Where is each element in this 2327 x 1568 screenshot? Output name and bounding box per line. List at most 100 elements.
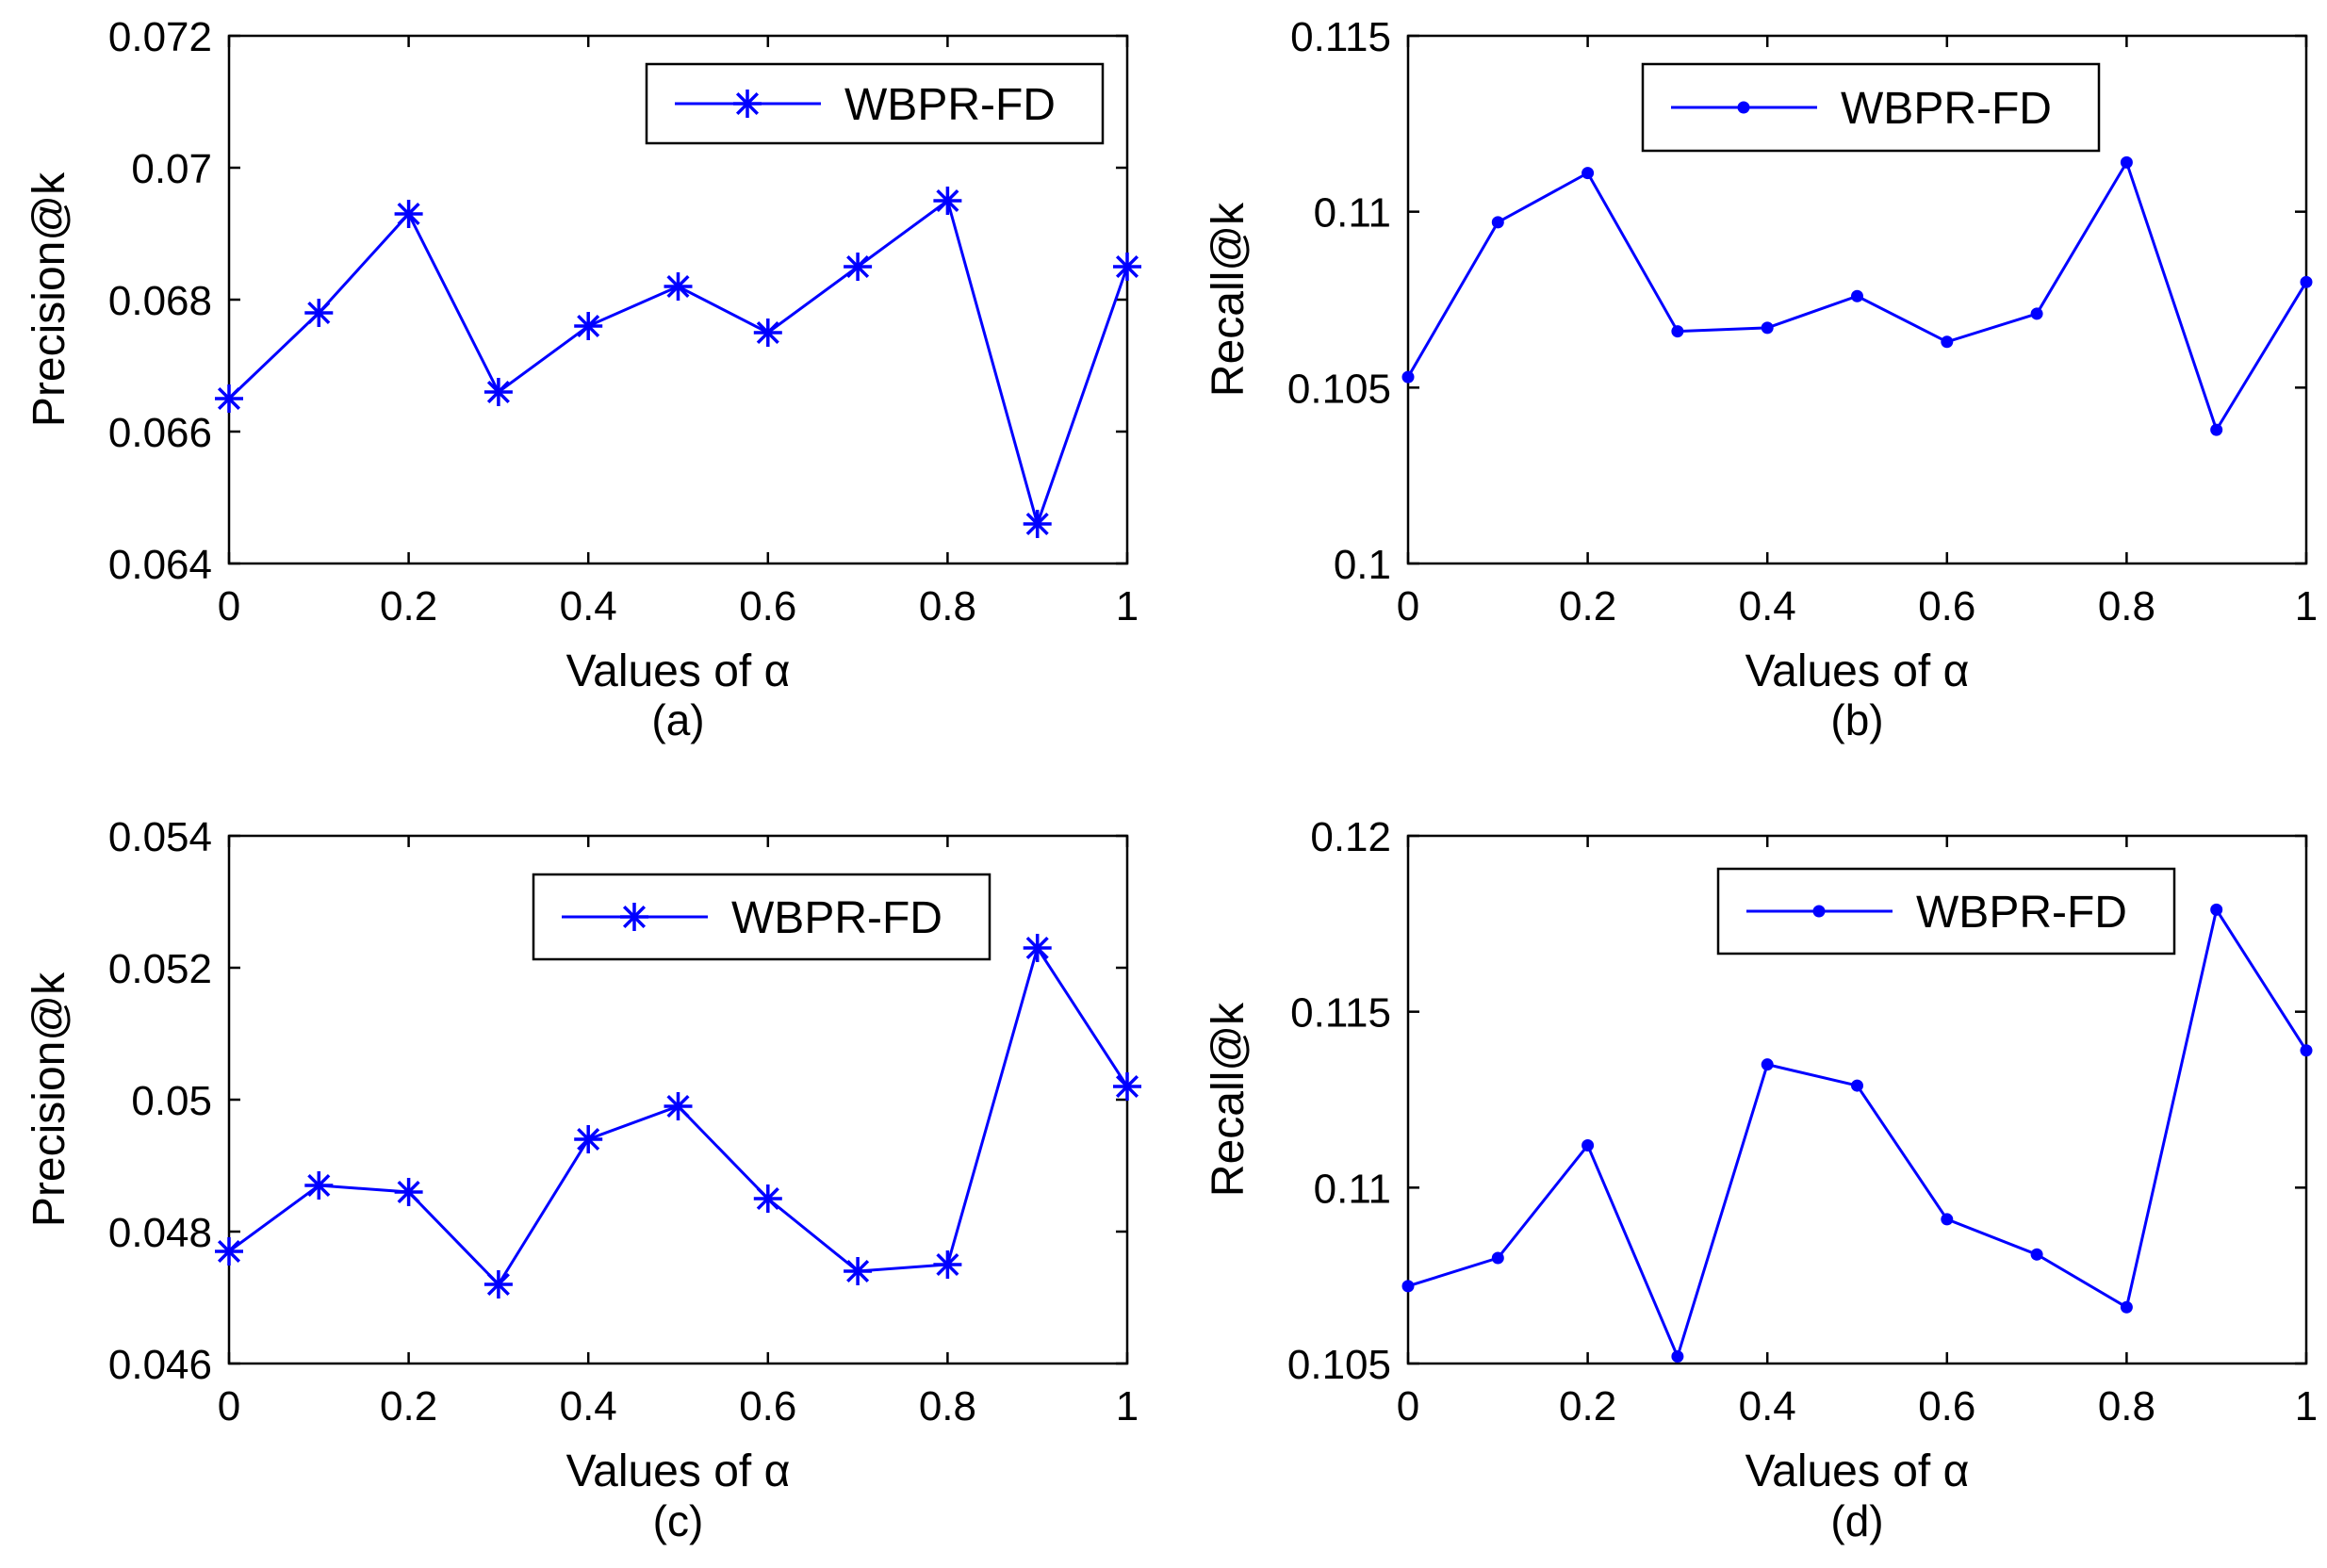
- chart-panel-a: 0 0.2 0.4 0.6 0.8 1 0.064 0.066 0.068 0.07 0.072 Va…: [25, 14, 1141, 744]
- data-point: [753, 318, 782, 347]
- y-tick-label: 0.115: [1290, 990, 1391, 1037]
- x-tick-label: 0: [1397, 583, 1419, 629]
- x-tick-label: 0: [218, 583, 240, 629]
- chart-panel-c: 0 0.2 0.4 0.6 0.8 1 0.046 0.048 0.05 0.052 0.054 Va…: [25, 814, 1141, 1545]
- data-point: [1941, 1213, 1954, 1226]
- data-point: [483, 378, 513, 406]
- data-point: [2210, 423, 2223, 436]
- x-tick-label: 0.4: [1739, 583, 1796, 629]
- data-point: [1491, 1251, 1504, 1265]
- x-axis-label: Values of α: [566, 1446, 791, 1496]
- x-tick-label: 0.6: [1918, 583, 1975, 629]
- x-tick-label: 0: [1397, 1383, 1419, 1429]
- data-point: [844, 253, 873, 281]
- x-tick-label: 1: [1116, 583, 1139, 629]
- axes-box-b: [1406, 34, 2308, 565]
- x-tick-label: 0.4: [1739, 1383, 1796, 1429]
- y-tick-label: 0.12: [1310, 814, 1391, 860]
- data-point: [1401, 1280, 1415, 1293]
- legend-label: WBPR-FD: [731, 893, 942, 943]
- y-tick-label: 0.068: [108, 278, 212, 324]
- y-tick-label: 0.064: [108, 542, 212, 588]
- y-axis-label: Precision@k: [25, 172, 74, 427]
- series-line: [227, 198, 1129, 530]
- x-tick-label: 0: [218, 1383, 240, 1429]
- x-tick-label: 0.2: [1559, 583, 1616, 629]
- x-tick-label: 1: [2295, 1383, 2318, 1429]
- x-tick-label: 0.4: [560, 583, 617, 629]
- data-point: [2120, 155, 2133, 169]
- chart-panel-d: 0 0.2 0.4 0.6 0.8 1 0.105 0.11 0.115 0.12 Values o…: [1204, 814, 2318, 1545]
- axes-box-d: [1406, 834, 2308, 1365]
- legend-marker: [620, 903, 648, 931]
- y-tick-label: 0.07: [131, 146, 212, 192]
- data-point: [664, 272, 693, 301]
- data-point: [304, 1171, 334, 1200]
- legend-marker: [1812, 905, 1826, 918]
- data-point: [933, 187, 962, 215]
- y-axis-label: Precision@k: [25, 972, 74, 1227]
- data-point: [394, 1178, 423, 1206]
- legend: WBPR-FD: [1641, 62, 2101, 153]
- data-point: [215, 1237, 243, 1266]
- data-point: [1941, 335, 1954, 349]
- y-tick-label: 0.11: [1314, 1166, 1391, 1212]
- y-tick-label: 0.105: [1287, 1342, 1391, 1388]
- data-point: [215, 384, 243, 413]
- panel-caption: (c): [653, 1496, 704, 1545]
- data-point: [574, 1125, 603, 1153]
- x-tick-label: 0.6: [1918, 1383, 1975, 1429]
- x-axis-label: Values of α: [1745, 1446, 1970, 1496]
- series-line: [1407, 906, 2308, 1361]
- x-tick-label: 0.8: [2098, 583, 2155, 629]
- chart-panel-b: 0 0.2 0.4 0.6 0.8 1 0.1 0.105 0.11 0.115 Values of…: [1204, 14, 2318, 744]
- y-tick-label: 0.048: [108, 1210, 212, 1256]
- data-point: [2120, 1300, 2133, 1314]
- data-point: [933, 1250, 962, 1279]
- legend-label: WBPR-FD: [1841, 84, 2052, 134]
- data-point: [844, 1257, 873, 1285]
- legend: WBPR-FD: [1716, 867, 2176, 956]
- x-tick-label: 0.8: [919, 583, 976, 629]
- y-axis-label: Recall@k: [1204, 1002, 1254, 1197]
- x-tick-label: 0.4: [560, 1383, 617, 1429]
- x-tick-label: 0.2: [380, 583, 437, 629]
- y-tick-label: 0.046: [108, 1342, 212, 1388]
- y-tick-label: 0.115: [1290, 14, 1391, 60]
- data-point: [394, 200, 423, 228]
- data-point: [304, 299, 334, 327]
- data-point: [1113, 1072, 1141, 1101]
- data-point: [1113, 253, 1141, 281]
- legend-label: WBPR-FD: [1916, 888, 2127, 938]
- data-point: [753, 1184, 782, 1213]
- data-point: [2210, 903, 2223, 916]
- y-tick-label: 0.066: [108, 410, 212, 456]
- data-point: [1023, 510, 1052, 538]
- data-point: [1401, 370, 1415, 384]
- data-point: [1761, 321, 1774, 335]
- x-tick-label: 0.6: [739, 583, 796, 629]
- x-tick-label: 0.8: [2098, 1383, 2155, 1429]
- data-point: [1671, 1350, 1684, 1364]
- data-point: [2300, 1044, 2313, 1057]
- x-tick-label: 1: [1116, 1383, 1139, 1429]
- data-point: [1581, 1139, 1595, 1152]
- x-tick-label: 0.2: [1559, 1383, 1616, 1429]
- x-tick-label: 0.2: [380, 1383, 437, 1429]
- data-point: [1491, 216, 1504, 229]
- legend-label: WBPR-FD: [844, 80, 1056, 130]
- data-point: [664, 1092, 693, 1120]
- y-tick-label: 0.1: [1334, 542, 1391, 588]
- x-tick-label: 0.8: [919, 1383, 976, 1429]
- legend-marker: [733, 90, 762, 118]
- data-point: [1851, 289, 1863, 302]
- data-point: [2030, 1248, 2043, 1261]
- data-point: [483, 1270, 513, 1298]
- data-point: [1671, 325, 1684, 338]
- x-tick-label: 1: [2295, 583, 2318, 629]
- legend: WBPR-FD: [532, 873, 991, 961]
- x-axis-label: Values of α: [566, 646, 791, 696]
- legend: WBPR-FD: [645, 62, 1105, 145]
- y-tick-label: 0.105: [1287, 366, 1391, 412]
